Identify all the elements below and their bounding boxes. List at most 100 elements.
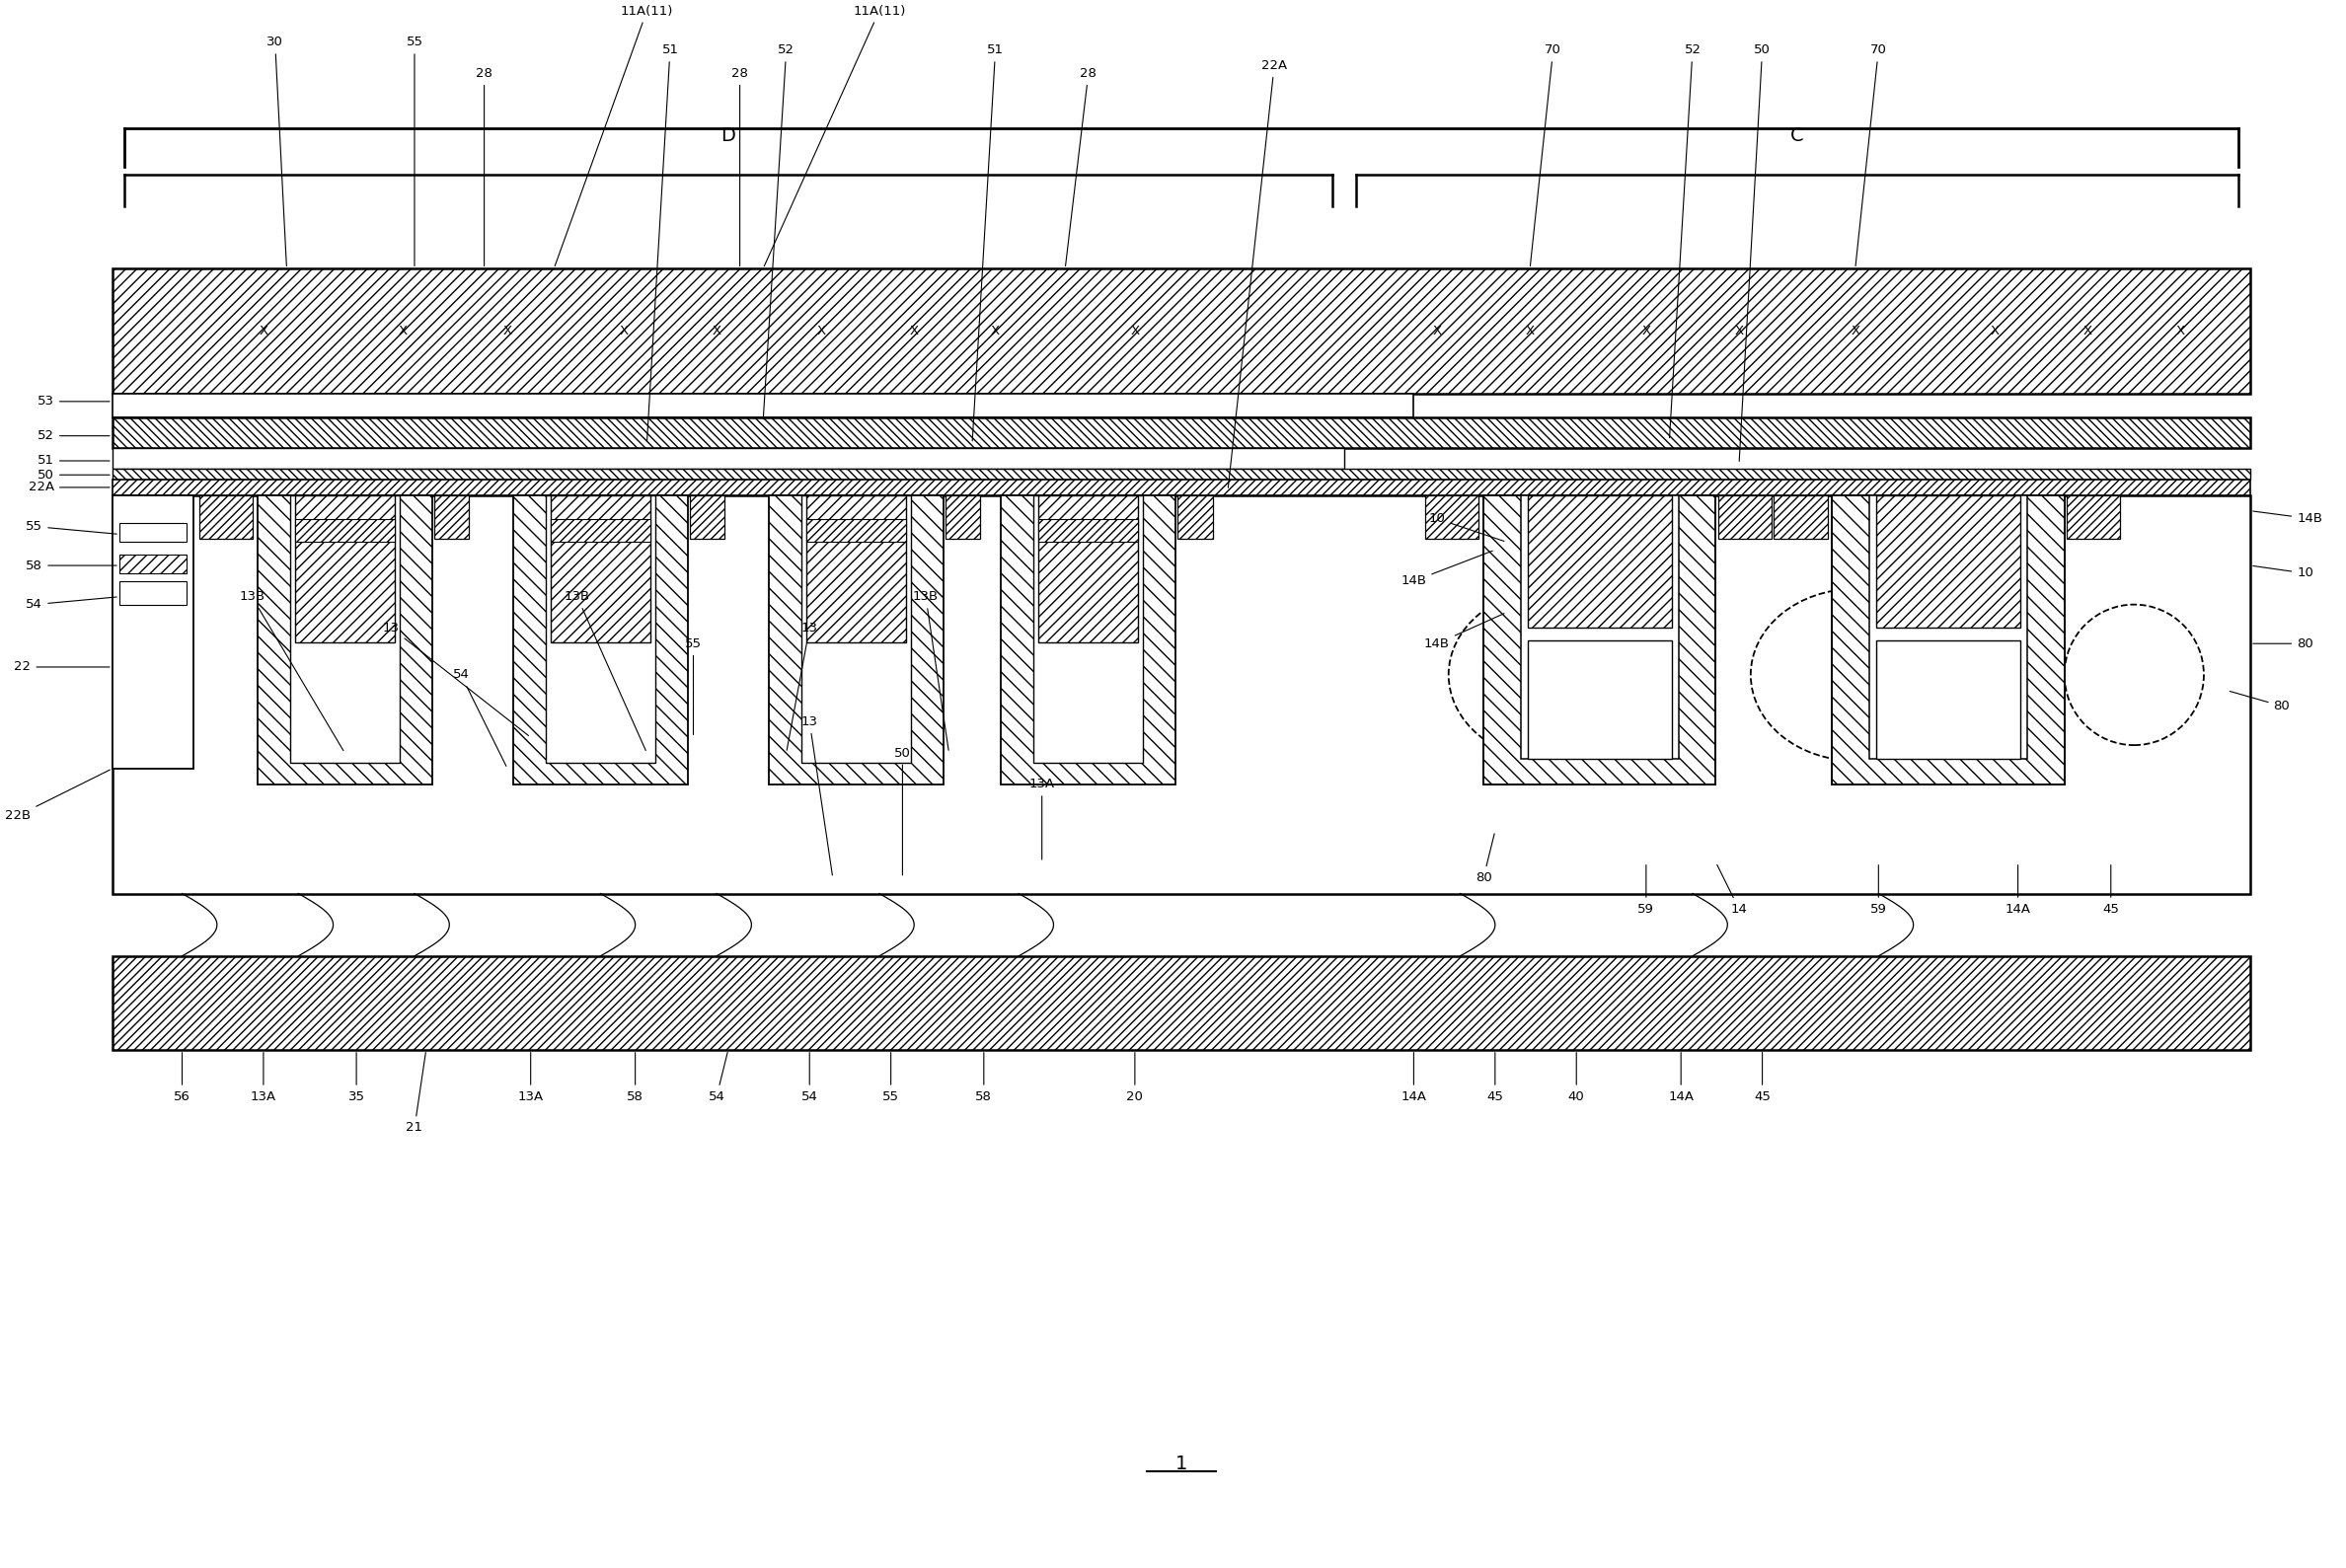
Text: 59: 59 <box>1870 866 1886 916</box>
Text: 58: 58 <box>626 1052 643 1102</box>
Bar <box>1877 495 2020 627</box>
Text: 54: 54 <box>802 1052 819 1102</box>
Bar <box>1870 495 2027 759</box>
Text: 14B: 14B <box>1401 550 1492 588</box>
Bar <box>551 495 650 643</box>
Bar <box>1178 495 1213 539</box>
Bar <box>120 555 188 574</box>
Text: X: X <box>1989 325 1999 337</box>
Text: 51: 51 <box>647 44 678 441</box>
Bar <box>1039 519 1138 543</box>
Text: 13A: 13A <box>518 1052 544 1102</box>
Text: X: X <box>502 325 511 337</box>
Text: 52: 52 <box>762 44 795 419</box>
Text: 80: 80 <box>2229 691 2290 712</box>
Bar <box>113 956 2250 1049</box>
Bar <box>296 495 394 643</box>
Text: 28: 28 <box>476 67 493 267</box>
Bar <box>120 524 188 543</box>
Text: X: X <box>258 325 267 337</box>
Text: 13: 13 <box>382 621 528 735</box>
Text: 55: 55 <box>406 36 422 267</box>
Text: 13B: 13B <box>913 590 948 750</box>
Text: 13A: 13A <box>1030 778 1056 859</box>
Bar <box>113 417 2250 448</box>
Text: 21: 21 <box>406 1052 425 1134</box>
Bar <box>807 495 906 643</box>
Text: 52: 52 <box>38 430 110 442</box>
Bar <box>1426 495 1478 539</box>
Text: 45: 45 <box>1755 1052 1771 1102</box>
Text: 1: 1 <box>1175 1455 1187 1472</box>
Text: X: X <box>1851 325 1860 337</box>
Bar <box>434 495 469 539</box>
Bar <box>1832 495 2064 784</box>
Text: 51: 51 <box>38 455 110 467</box>
Bar <box>1527 640 1673 759</box>
Text: X: X <box>910 325 920 337</box>
Text: X: X <box>1734 325 1743 337</box>
Text: 55: 55 <box>685 637 701 734</box>
Text: 53: 53 <box>38 395 110 408</box>
Text: 30: 30 <box>267 36 286 267</box>
Text: X: X <box>1131 325 1140 337</box>
Bar <box>690 495 725 539</box>
Text: X: X <box>1525 325 1534 337</box>
Bar <box>547 495 655 762</box>
Text: 54: 54 <box>26 597 117 612</box>
Bar <box>945 495 981 539</box>
Text: 13B: 13B <box>239 590 343 751</box>
Text: 40: 40 <box>1567 1052 1584 1102</box>
Text: 54: 54 <box>453 668 507 767</box>
Bar <box>1002 495 1175 784</box>
Bar <box>551 519 650 543</box>
Text: 11A(11): 11A(11) <box>765 5 906 267</box>
Text: 80: 80 <box>2252 637 2313 651</box>
Bar <box>2067 495 2121 539</box>
Text: 28: 28 <box>732 67 748 267</box>
Text: X: X <box>816 325 826 337</box>
Bar <box>113 495 2250 894</box>
Text: 55: 55 <box>882 1052 899 1102</box>
Bar <box>258 495 432 784</box>
Bar <box>120 582 188 605</box>
Text: 14A: 14A <box>2006 866 2032 916</box>
Bar <box>1520 495 1680 759</box>
Text: X: X <box>399 325 408 337</box>
Text: X: X <box>619 325 629 337</box>
Bar <box>1717 495 1771 539</box>
Bar <box>296 519 394 543</box>
Bar <box>113 448 1344 469</box>
Text: 50: 50 <box>38 469 110 481</box>
Bar <box>1877 640 2020 759</box>
Text: X: X <box>1433 325 1440 337</box>
Text: 10: 10 <box>1429 513 1504 541</box>
Text: 10: 10 <box>2252 566 2313 580</box>
Text: D: D <box>720 127 737 146</box>
Text: 35: 35 <box>347 1052 364 1102</box>
Text: 11A(11): 11A(11) <box>556 5 673 267</box>
Bar <box>113 469 2250 480</box>
Bar <box>113 495 195 768</box>
Text: 55: 55 <box>26 521 117 535</box>
Text: 14B: 14B <box>2252 511 2323 525</box>
Text: 52: 52 <box>1670 44 1701 437</box>
Bar <box>1527 495 1673 627</box>
Text: 14A: 14A <box>1401 1052 1426 1102</box>
Bar <box>802 495 910 762</box>
Text: 22B: 22B <box>5 770 110 822</box>
Bar <box>291 495 399 762</box>
Text: 70: 70 <box>1856 44 1886 267</box>
Text: 22A: 22A <box>1227 60 1288 488</box>
Text: 50: 50 <box>1738 44 1771 461</box>
Text: 51: 51 <box>971 44 1004 441</box>
Bar <box>1035 495 1143 762</box>
Text: 13A: 13A <box>251 1052 277 1102</box>
Text: 45: 45 <box>1487 1052 1504 1102</box>
Text: 59: 59 <box>1638 866 1654 916</box>
Bar <box>807 519 906 543</box>
Bar <box>113 480 2250 495</box>
Text: 54: 54 <box>708 1052 727 1102</box>
Bar <box>514 495 687 784</box>
Text: 13B: 13B <box>565 590 645 751</box>
